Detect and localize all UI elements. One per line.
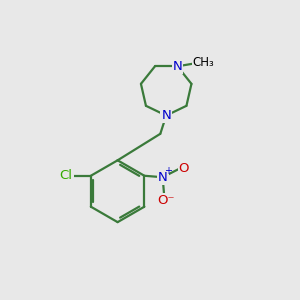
Text: N: N [172,60,182,73]
Text: Cl: Cl [60,169,73,182]
Text: O⁻: O⁻ [157,194,174,207]
Text: O: O [178,162,189,175]
Text: +: + [164,166,172,176]
Text: N: N [158,171,167,184]
Text: N: N [161,109,171,122]
Text: CH₃: CH₃ [193,56,214,69]
